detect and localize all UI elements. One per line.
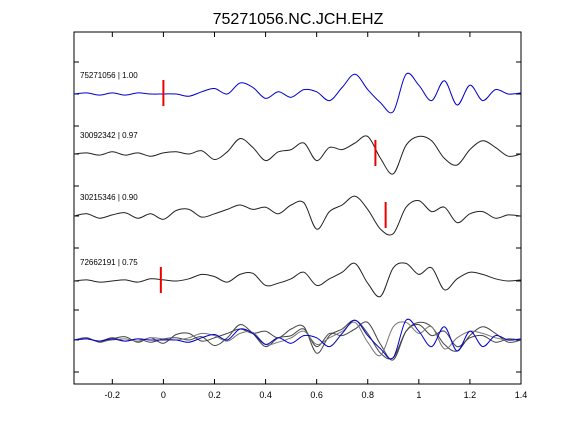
trace-label: 72662191 | 0.75 — [80, 258, 138, 267]
x-tick-label: 1.2 — [464, 390, 477, 400]
overlay-trace-line — [73, 318, 522, 360]
trace-line — [73, 195, 522, 236]
overlay-stack — [73, 318, 522, 361]
plot-area — [73, 31, 522, 385]
trace-label: 30092342 | 0.97 — [80, 131, 138, 140]
x-tick-label: 1 — [416, 390, 421, 400]
x-tick-label: 1.4 — [515, 390, 528, 400]
x-tick-label: -0.2 — [105, 390, 121, 400]
x-tick-label: 0.6 — [310, 390, 323, 400]
trace-line — [73, 135, 522, 175]
chart-title: 75271056.NC.JCH.EHZ — [213, 11, 384, 28]
x-tick-label: 0.8 — [361, 390, 374, 400]
trace-line — [73, 262, 522, 298]
overlay-trace-line — [73, 321, 522, 357]
trace-label: 30215346 | 0.90 — [80, 193, 138, 202]
axis-ticks: -0.2 0 0.2 0.4 0.6 0.8 1 1.2 1.4 — [74, 32, 527, 400]
trace-line — [73, 72, 522, 114]
overlay-trace-line — [73, 321, 522, 361]
x-tick-label: 0.4 — [259, 390, 272, 400]
x-tick-label: 0.2 — [208, 390, 221, 400]
x-tick-label: 0 — [161, 390, 166, 400]
trace-labels: 75271056 | 1.00 30092342 | 0.97 30215346 |… — [80, 71, 138, 267]
trace-label: 75271056 | 1.00 — [80, 71, 138, 80]
traces-layer — [73, 72, 522, 298]
